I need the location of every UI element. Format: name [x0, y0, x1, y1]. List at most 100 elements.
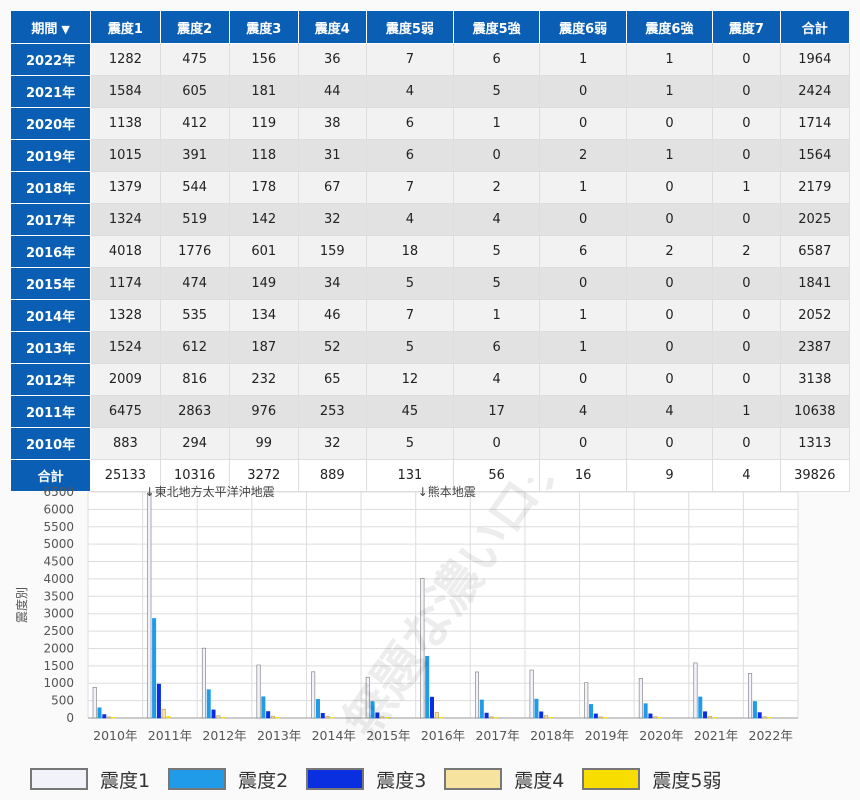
- column-header: 震度7: [712, 10, 781, 44]
- bar: [320, 713, 325, 719]
- bar: [266, 711, 271, 719]
- table-cell: 6: [539, 235, 627, 268]
- table-cell: 0: [712, 107, 781, 140]
- bar: [638, 678, 643, 719]
- table-cell: 178: [228, 171, 299, 204]
- intensity-bar-chart: 0 500 1000 1500 2000 2500 3000 3500 4000 4500 5000…: [14, 478, 799, 748]
- table-cell: 7: [365, 171, 454, 204]
- bar: [380, 716, 385, 719]
- table-cell: 0: [712, 331, 781, 364]
- bar: [161, 708, 166, 719]
- table-cell: 1964: [779, 43, 851, 76]
- table-cell: 4: [452, 363, 541, 396]
- y-tick-label: 4000: [43, 572, 74, 586]
- row-period: 2010年: [9, 427, 92, 460]
- table-cell: 0: [712, 299, 781, 332]
- bar: [484, 712, 489, 719]
- period-sort-header[interactable]: 期間 ▼: [9, 10, 92, 44]
- table-row: 2010年 883 294 99 32 5 0 0 0 0 1313: [9, 427, 851, 460]
- x-tick-label: 2016年: [421, 728, 465, 743]
- legend-label: 震度1: [100, 769, 151, 792]
- chart-annotation: ↓東北地方太平洋沖地震: [145, 484, 275, 499]
- bar: [748, 673, 753, 719]
- legend-item[interactable]: 震度5弱: [582, 766, 721, 793]
- column-header: 震度1: [90, 10, 161, 44]
- table-cell: 5: [452, 75, 541, 108]
- table-cell: 1564: [779, 139, 851, 172]
- x-tick-label: 2019年: [585, 728, 629, 743]
- column-header: 震度5強: [452, 10, 541, 44]
- legend-item[interactable]: 震度2: [168, 766, 288, 793]
- table-cell: 5: [365, 267, 454, 300]
- bar: [111, 717, 116, 719]
- x-tick-label: 2010年: [93, 728, 137, 743]
- table-header-row: 期間 ▼ 震度1 震度2 震度3 震度4 震度5弱 震度5強 震度6弱 震度6強 震度7 合計: [9, 10, 851, 44]
- table-cell: 294: [159, 427, 230, 460]
- table-cell: 32: [297, 427, 367, 460]
- table-row: 2018年 1379 544 178 67 7 2 1 0 1 2179: [9, 171, 851, 204]
- table-cell: 0: [625, 299, 714, 332]
- bar: [261, 696, 266, 719]
- column-header-label: 震度5弱: [385, 21, 434, 37]
- bar: [539, 711, 544, 719]
- y-tick-label: 0: [66, 711, 74, 725]
- sort-down-icon[interactable]: ▼: [61, 22, 70, 36]
- table-cell: 1: [712, 171, 781, 204]
- bar: [311, 671, 316, 719]
- table-cell: 7: [365, 43, 454, 76]
- table-cell: 232: [228, 363, 299, 396]
- chart-legend: 震度1 震度2 震度3 震度4 震度5弱: [30, 762, 850, 796]
- table-cell: 889: [297, 459, 367, 492]
- legend-item[interactable]: 震度4: [444, 766, 564, 793]
- legend-label: 震度3: [376, 769, 427, 792]
- table-cell: 4: [539, 395, 627, 428]
- table-cell: 1714: [779, 107, 851, 140]
- bar: [648, 713, 653, 719]
- chart-annotation: ↓熊本地震: [418, 484, 476, 499]
- bar: [107, 716, 112, 719]
- plot-area: [88, 492, 798, 718]
- table-row: 2011年 6475 2863 976 253 45 17 4 4 1 10638: [9, 395, 851, 428]
- table-cell: 4: [712, 459, 781, 492]
- row-period: 2021年: [9, 75, 92, 108]
- legend-item[interactable]: 震度3: [306, 766, 426, 793]
- bar: [598, 716, 603, 719]
- table-row: 2020年 1138 412 119 38 6 1 0 0 0 1714: [9, 107, 851, 140]
- table-body: 2022年 1282 475 156 36 7 6 1 1 0 1964 2021年 1584 605 18…: [9, 43, 851, 492]
- bar: [156, 683, 161, 719]
- total-row: 合計 25133 10316 3272 889 131 56 16 9 4 39826: [9, 459, 851, 492]
- column-header-label: 震度3: [246, 21, 282, 37]
- bar: [494, 717, 499, 719]
- column-header-label: 震度1: [107, 21, 143, 37]
- table-cell: 2: [712, 235, 781, 268]
- column-header-label: 震度6強: [645, 21, 694, 37]
- table-cell: 0: [625, 331, 714, 364]
- legend-item[interactable]: 震度1: [30, 766, 150, 793]
- table-cell: 2: [539, 139, 627, 172]
- row-period: 2020年: [9, 107, 92, 140]
- table-cell: 0: [539, 363, 627, 396]
- bar: [752, 701, 757, 719]
- table-cell: 67: [297, 171, 367, 204]
- x-tick-label: 2018年: [530, 728, 574, 743]
- bar: [534, 698, 539, 719]
- y-tick-label: 1500: [43, 659, 74, 673]
- table-cell: 0: [539, 75, 627, 108]
- bar: [762, 716, 767, 719]
- table-cell: 12: [365, 363, 454, 396]
- table-cell: 1584: [90, 75, 161, 108]
- table-cell: 475: [159, 43, 230, 76]
- table-row: 2017年 1324 519 142 32 4 4 0 0 0 2025: [9, 203, 851, 236]
- column-header: 合計: [779, 10, 851, 44]
- table-cell: 1: [625, 43, 714, 76]
- table-cell: 142: [228, 203, 299, 236]
- bar: [375, 712, 380, 719]
- table-cell: 44: [297, 75, 367, 108]
- bar: [658, 717, 663, 719]
- bar: [221, 717, 226, 719]
- table-row: 2021年 1584 605 181 44 4 5 0 1 0 2424: [9, 75, 851, 108]
- table-cell: 535: [159, 299, 230, 332]
- bar: [166, 716, 171, 719]
- x-tick-label: 2015年: [366, 728, 410, 743]
- x-tick-label: 2022年: [749, 728, 793, 743]
